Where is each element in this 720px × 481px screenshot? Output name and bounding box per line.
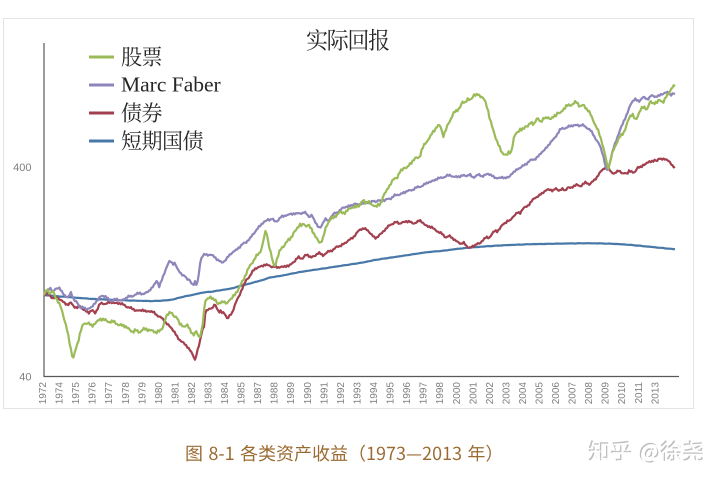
- svg-text:1977: 1977: [104, 382, 115, 405]
- svg-text:2000: 2000: [452, 382, 463, 405]
- svg-text:1982: 1982: [187, 382, 198, 405]
- svg-text:2008: 2008: [584, 382, 595, 405]
- svg-text:1983: 1983: [204, 382, 215, 405]
- svg-text:1994: 1994: [369, 382, 380, 405]
- svg-text:2002: 2002: [485, 382, 496, 405]
- svg-text:1988: 1988: [270, 382, 281, 405]
- svg-text:2013: 2013: [650, 382, 661, 405]
- svg-text:2009: 2009: [601, 382, 612, 405]
- svg-text:400: 400: [13, 162, 31, 174]
- svg-text:1984: 1984: [220, 382, 231, 405]
- svg-text:40: 40: [19, 372, 31, 384]
- svg-text:2010: 2010: [617, 382, 628, 405]
- svg-text:2007: 2007: [568, 382, 579, 405]
- svg-text:1978: 1978: [121, 382, 132, 405]
- svg-text:2006: 2006: [551, 382, 562, 405]
- svg-text:1987: 1987: [253, 382, 264, 405]
- svg-text:1995: 1995: [386, 382, 397, 405]
- svg-text:1991: 1991: [319, 382, 330, 405]
- svg-text:1998: 1998: [435, 382, 446, 405]
- svg-text:1976: 1976: [88, 382, 99, 405]
- svg-text:1985: 1985: [237, 382, 248, 405]
- svg-text:2011: 2011: [634, 382, 645, 404]
- svg-text:1992: 1992: [336, 382, 347, 405]
- svg-text:2001: 2001: [468, 382, 479, 405]
- svg-text:Marc Faber: Marc Faber: [121, 73, 221, 97]
- svg-text:1975: 1975: [71, 382, 82, 405]
- svg-text:1989: 1989: [286, 382, 297, 405]
- svg-text:1974: 1974: [55, 382, 66, 405]
- svg-text:1979: 1979: [137, 382, 148, 405]
- svg-text:1972: 1972: [38, 382, 49, 405]
- svg-text:1980: 1980: [154, 382, 165, 405]
- svg-text:1990: 1990: [303, 382, 314, 405]
- svg-text:2004: 2004: [518, 382, 529, 405]
- svg-text:1993: 1993: [352, 382, 363, 405]
- svg-text:2005: 2005: [535, 382, 546, 405]
- svg-text:1981: 1981: [170, 382, 181, 405]
- svg-text:1997: 1997: [419, 382, 430, 405]
- svg-text:1996: 1996: [402, 382, 413, 405]
- svg-text:2003: 2003: [501, 382, 512, 405]
